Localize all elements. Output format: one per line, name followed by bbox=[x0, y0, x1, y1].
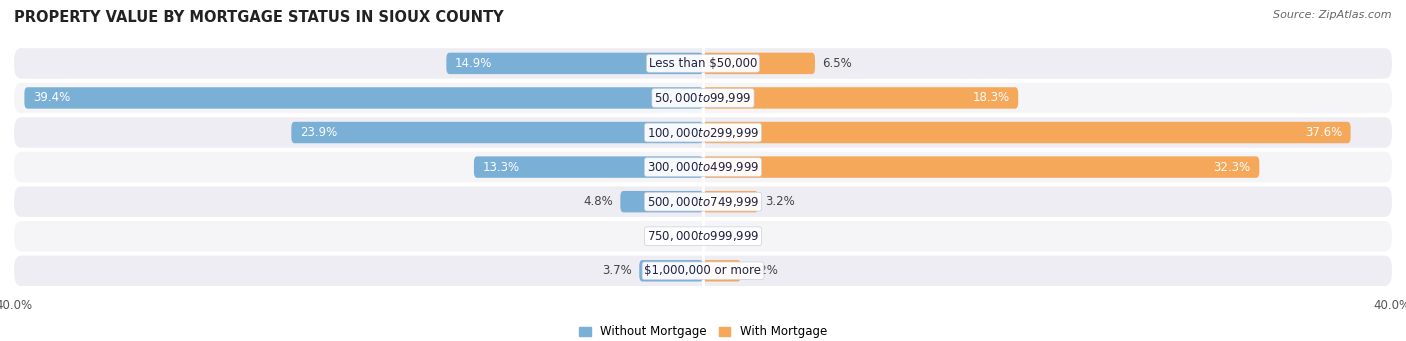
FancyBboxPatch shape bbox=[474, 157, 703, 178]
FancyBboxPatch shape bbox=[14, 256, 1392, 286]
FancyBboxPatch shape bbox=[620, 191, 703, 212]
Text: 32.3%: 32.3% bbox=[1213, 161, 1251, 174]
Text: 13.3%: 13.3% bbox=[482, 161, 520, 174]
FancyBboxPatch shape bbox=[703, 191, 758, 212]
FancyBboxPatch shape bbox=[14, 221, 1392, 251]
Text: 0.0%: 0.0% bbox=[711, 230, 741, 243]
Text: $100,000 to $299,999: $100,000 to $299,999 bbox=[647, 125, 759, 139]
FancyBboxPatch shape bbox=[14, 187, 1392, 217]
Legend: Without Mortgage, With Mortgage: Without Mortgage, With Mortgage bbox=[574, 321, 832, 341]
Text: PROPERTY VALUE BY MORTGAGE STATUS IN SIOUX COUNTY: PROPERTY VALUE BY MORTGAGE STATUS IN SIO… bbox=[14, 10, 503, 25]
Text: 18.3%: 18.3% bbox=[973, 91, 1010, 104]
Text: 0.0%: 0.0% bbox=[665, 230, 695, 243]
Text: $300,000 to $499,999: $300,000 to $499,999 bbox=[647, 160, 759, 174]
Text: $50,000 to $99,999: $50,000 to $99,999 bbox=[654, 91, 752, 105]
Text: Less than $50,000: Less than $50,000 bbox=[648, 57, 758, 70]
Text: 23.9%: 23.9% bbox=[299, 126, 337, 139]
Text: 4.8%: 4.8% bbox=[583, 195, 613, 208]
FancyBboxPatch shape bbox=[14, 83, 1392, 113]
FancyBboxPatch shape bbox=[24, 87, 703, 109]
FancyBboxPatch shape bbox=[640, 260, 703, 282]
FancyBboxPatch shape bbox=[703, 157, 1260, 178]
Text: 2.2%: 2.2% bbox=[748, 264, 778, 277]
Text: $500,000 to $749,999: $500,000 to $749,999 bbox=[647, 195, 759, 209]
Text: 14.9%: 14.9% bbox=[456, 57, 492, 70]
Text: 37.6%: 37.6% bbox=[1305, 126, 1341, 139]
Text: Source: ZipAtlas.com: Source: ZipAtlas.com bbox=[1274, 10, 1392, 20]
FancyBboxPatch shape bbox=[291, 122, 703, 143]
FancyBboxPatch shape bbox=[446, 53, 703, 74]
Text: 3.2%: 3.2% bbox=[765, 195, 794, 208]
FancyBboxPatch shape bbox=[703, 53, 815, 74]
FancyBboxPatch shape bbox=[14, 152, 1392, 182]
Text: $750,000 to $999,999: $750,000 to $999,999 bbox=[647, 229, 759, 243]
FancyBboxPatch shape bbox=[703, 122, 1351, 143]
Text: $1,000,000 or more: $1,000,000 or more bbox=[644, 264, 762, 277]
FancyBboxPatch shape bbox=[14, 48, 1392, 78]
FancyBboxPatch shape bbox=[14, 117, 1392, 148]
FancyBboxPatch shape bbox=[703, 260, 741, 282]
FancyBboxPatch shape bbox=[703, 87, 1018, 109]
Text: 3.7%: 3.7% bbox=[603, 264, 633, 277]
Text: 39.4%: 39.4% bbox=[32, 91, 70, 104]
Text: 6.5%: 6.5% bbox=[823, 57, 852, 70]
